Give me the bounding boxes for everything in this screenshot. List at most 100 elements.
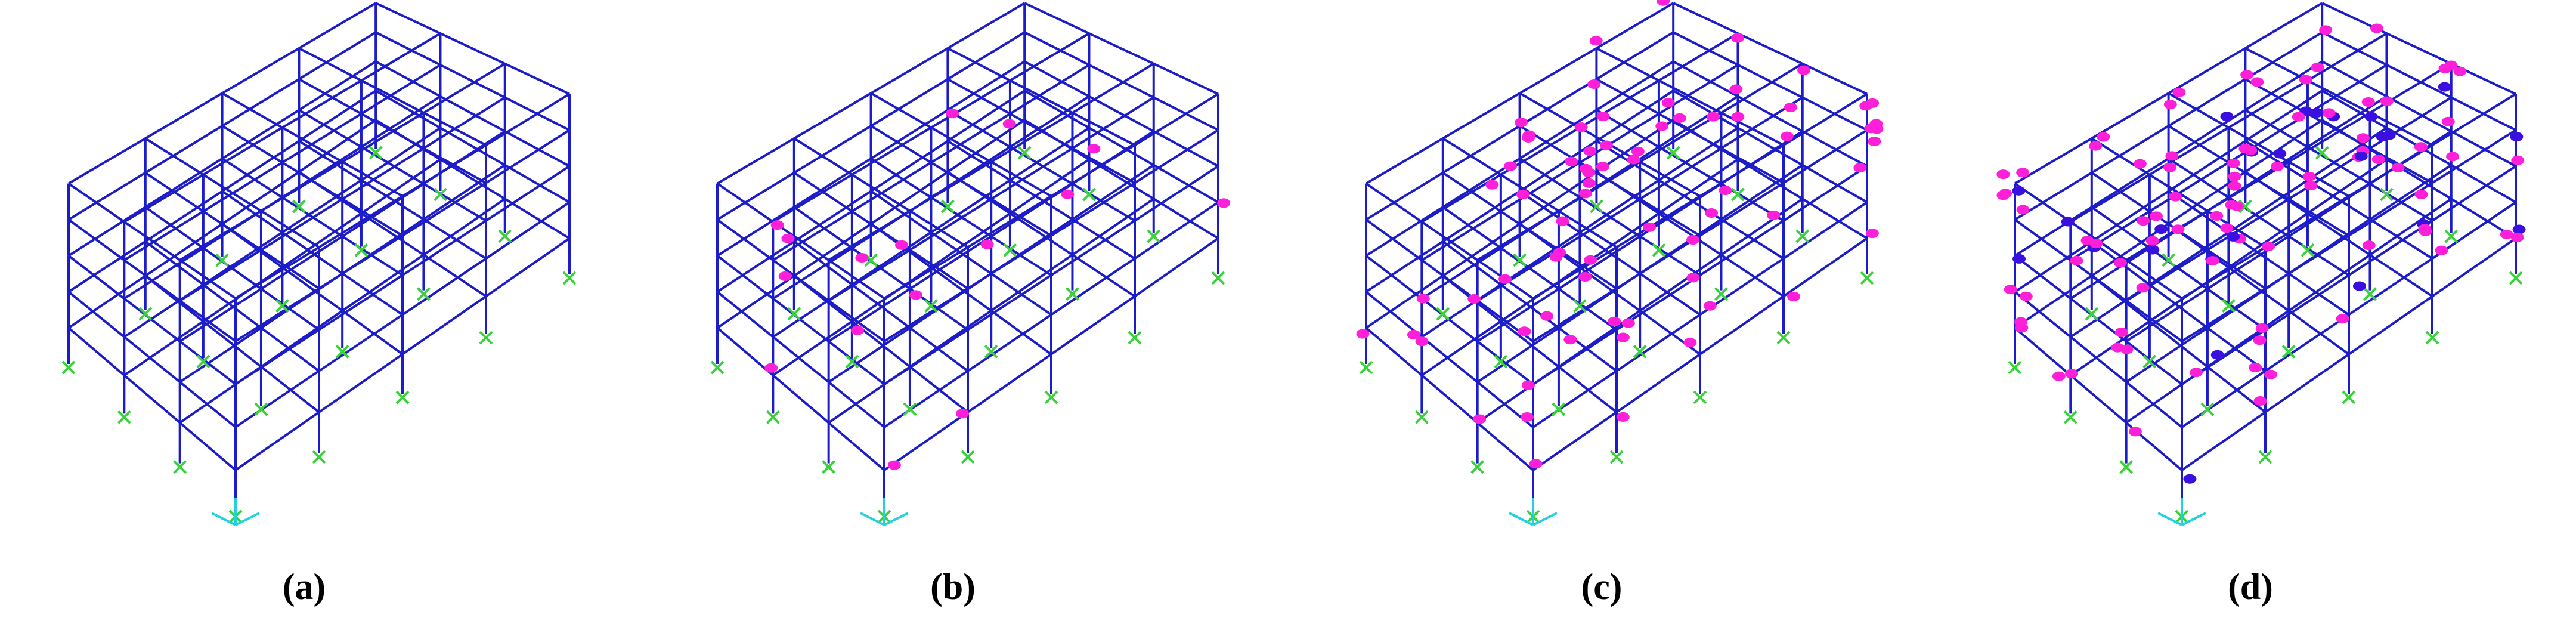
frame-member bbox=[851, 196, 932, 249]
frame-member bbox=[947, 119, 1026, 173]
support bbox=[2063, 410, 2077, 424]
frame-member bbox=[2264, 353, 2350, 413]
frame-member bbox=[1072, 63, 1154, 114]
plastic-hinge bbox=[2012, 254, 2026, 264]
frame-member bbox=[2288, 112, 2371, 163]
plastic-hinge bbox=[1565, 156, 1578, 166]
frame-member bbox=[947, 60, 1026, 112]
frame-model bbox=[61, 2, 577, 526]
frame-member bbox=[1782, 92, 1868, 146]
frame-member bbox=[1519, 140, 1597, 193]
frame-member bbox=[1596, 31, 1674, 81]
frame-member bbox=[2386, 64, 2452, 99]
plastic-hinge bbox=[2250, 77, 2264, 87]
plastic-hinge bbox=[2262, 242, 2275, 252]
frame-member bbox=[485, 201, 571, 260]
frame-member bbox=[1442, 190, 1521, 243]
frame-member bbox=[1153, 197, 1219, 240]
frame-member bbox=[1801, 62, 1868, 95]
frame-member bbox=[360, 212, 425, 256]
frame-member bbox=[281, 212, 363, 268]
frame-member bbox=[851, 266, 932, 323]
frame-member bbox=[1579, 231, 1641, 275]
frame-member bbox=[2306, 32, 2388, 82]
frame-member bbox=[716, 291, 774, 338]
frame-member bbox=[221, 78, 300, 127]
frame-member bbox=[883, 370, 969, 428]
axis-triad bbox=[860, 498, 909, 526]
plastic-hinge bbox=[2271, 162, 2284, 172]
plastic-hinge bbox=[2016, 205, 2030, 215]
frame-member bbox=[1782, 165, 1868, 222]
frame-member bbox=[179, 366, 262, 424]
frame-member bbox=[1558, 235, 1641, 290]
frame-member bbox=[1519, 109, 1597, 160]
frame-member bbox=[909, 198, 992, 251]
frame-member bbox=[2091, 274, 2151, 323]
frame-member bbox=[423, 254, 487, 298]
frame-member bbox=[1519, 223, 1581, 268]
frame-member bbox=[342, 183, 425, 237]
frame-member bbox=[2348, 295, 2433, 356]
frame-member bbox=[260, 310, 343, 368]
plastic-hinge bbox=[1797, 65, 1811, 75]
frame-member bbox=[2091, 158, 2169, 208]
plastic-hinge bbox=[1621, 318, 1635, 328]
frame-member bbox=[990, 310, 1052, 356]
plastic-hinge bbox=[1540, 311, 1554, 321]
plastic-hinge bbox=[2292, 112, 2305, 122]
support bbox=[2221, 299, 2236, 313]
frame-member bbox=[1009, 126, 1090, 181]
plastic-hinge bbox=[1596, 112, 1610, 122]
plastic-hinge bbox=[2136, 283, 2150, 293]
frame-member bbox=[202, 320, 262, 368]
plastic-hinge bbox=[1473, 414, 1487, 424]
frame-member bbox=[1009, 212, 1073, 256]
frame-member bbox=[851, 161, 932, 212]
plastic-hinge bbox=[2414, 142, 2428, 152]
support bbox=[2281, 344, 2296, 359]
plastic-hinge bbox=[1784, 102, 1797, 112]
frame-member bbox=[298, 47, 362, 82]
frame-member bbox=[2288, 218, 2371, 275]
plastic-hinge bbox=[1518, 326, 1531, 336]
frame-member bbox=[1024, 119, 1090, 160]
frame-member bbox=[2386, 32, 2452, 65]
frame-member bbox=[1615, 353, 1701, 413]
frame-member bbox=[1720, 147, 1784, 184]
frame-member bbox=[67, 171, 146, 221]
plastic-hinge bbox=[1731, 33, 1745, 43]
plastic-hinge bbox=[1787, 291, 1801, 301]
frame-member bbox=[1519, 78, 1597, 127]
frame-member bbox=[2288, 272, 2350, 316]
frame-member bbox=[1476, 366, 1560, 424]
frame-member bbox=[2206, 272, 2290, 329]
frame-member bbox=[1801, 197, 1868, 240]
frame-member bbox=[1699, 181, 1785, 237]
frame-member bbox=[67, 254, 125, 300]
frame-member bbox=[1024, 31, 1090, 66]
frame-member bbox=[298, 89, 377, 142]
frame-member bbox=[2244, 171, 2309, 215]
frame-member bbox=[716, 171, 795, 221]
panel-label: (b) bbox=[930, 567, 976, 607]
plastic-hinge bbox=[2206, 256, 2219, 266]
frame-member bbox=[202, 196, 283, 249]
frame-member bbox=[1009, 158, 1090, 215]
frame-member bbox=[202, 266, 283, 323]
frame-member bbox=[360, 32, 441, 82]
frame-member bbox=[298, 119, 377, 173]
frame-member bbox=[1720, 197, 1803, 256]
frame-member bbox=[1024, 89, 1090, 129]
frame-member bbox=[870, 171, 949, 225]
frame-member bbox=[870, 47, 949, 95]
frame-member bbox=[1088, 64, 1154, 99]
frame-member bbox=[439, 32, 506, 65]
frame-member bbox=[2091, 223, 2169, 277]
frame-member bbox=[144, 92, 223, 140]
frame-member bbox=[1673, 60, 1739, 98]
plastic-hinge bbox=[2311, 62, 2324, 72]
frame-member bbox=[1072, 147, 1135, 184]
frame-member bbox=[1088, 126, 1154, 166]
plastic-hinge bbox=[2310, 107, 2324, 118]
